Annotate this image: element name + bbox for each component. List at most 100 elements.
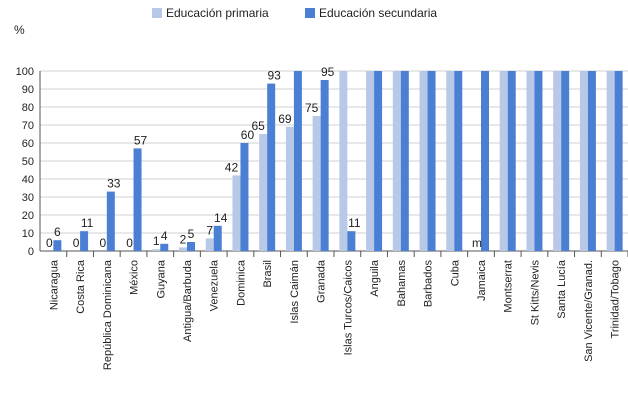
bar-secundaria [614,71,623,251]
category-label: Granada [316,259,328,303]
data-label: 42 [225,160,239,174]
category-label: Bahamas [396,260,408,307]
y-axis-ticks: 0 10 20 30 40 50 60 70 80 90 100 [16,66,34,258]
bar-secundaria [293,71,302,251]
category-label: República Dominicana [102,259,114,370]
category-label: Costa Rica [75,259,87,314]
data-label: 0 [126,236,133,250]
category-label: Brasil [262,260,274,288]
category-label: Antigua/Barbuda [182,259,194,342]
data-label: 65 [252,119,266,133]
data-label: 0 [99,236,106,250]
data-label: 4 [161,229,168,243]
data-label: 7 [206,223,213,237]
category-label: Guyana [155,259,167,298]
bar-secundaria [80,231,89,251]
bar-primaria [205,238,214,251]
bar-secundaria [561,71,570,251]
bar-secundaria [160,243,169,251]
category-label: St Kitts/Nevis [529,260,541,326]
bar-primaria [312,116,321,251]
bar-secundaria [187,242,195,251]
category-label: San Vicente/Granad. [583,260,595,362]
bar-secundaria [507,71,516,251]
bar-primaria [419,71,428,251]
y-tick-label: 0 [28,246,34,258]
y-tick-label: 60 [22,138,34,150]
data-label: 11 [348,216,361,230]
y-tick-label: 10 [22,228,34,240]
data-label: 33 [107,177,121,191]
bar-secundaria [133,148,142,251]
bar-secundaria [347,231,356,251]
bar-secundaria [374,71,383,251]
bar-secundaria [400,71,409,251]
bar-primaria [285,126,294,251]
data-label: 93 [268,69,282,83]
legend-swatch-secundaria [305,8,315,18]
bar-primaria [526,71,535,251]
bar-primaria [499,71,508,251]
bar-primaria [579,71,588,251]
data-label: 6 [54,225,61,239]
data-label: 69 [278,112,292,126]
bar-primaria [553,71,562,251]
category-label: Santa Lucía [556,259,568,319]
category-labels: Nicaragua Costa Rica República Dominicana M… [48,259,621,370]
bar-primaria [366,71,375,251]
category-label: Cuba [449,259,461,286]
y-tick-label: 20 [22,210,34,222]
category-label: Venezuela [209,259,221,311]
category-label: Barbados [423,260,435,308]
category-label: Dominica [235,259,247,306]
data-label: 95 [321,65,335,79]
category-label: México [129,260,141,295]
y-tick-label: 100 [16,66,34,78]
legend-label-primaria: Educación primaria [166,6,269,20]
data-label: 75 [305,101,319,115]
bar-secundaria [320,80,329,251]
data-label: 11 [81,216,94,230]
bar-secundaria [240,143,249,251]
y-tick-label: 90 [22,84,34,96]
category-label: Nicaragua [48,259,60,310]
legend-swatch-primaria [152,8,162,18]
bar-primaria [179,247,187,251]
y-tick-label: 50 [22,156,34,168]
data-label: 0 [46,236,53,250]
bar-primaria [152,249,161,251]
bars [53,71,623,251]
category-label: Islas Turcos/Caicos [342,260,354,356]
data-label: 57 [134,133,148,147]
bar-primaria [339,71,348,251]
bar-secundaria [534,71,543,251]
y-tick-label: 30 [22,192,34,204]
y-tick-label: 80 [22,102,34,114]
bar-secundaria [587,71,596,251]
category-label: Islas Caimán [289,260,301,324]
category-label: Jamaica [476,259,488,301]
y-axis-unit: % [14,23,25,37]
data-label: 1 [153,234,160,248]
data-label: 2 [180,232,187,246]
y-tick-label: 70 [22,120,34,132]
bar-secundaria [481,71,489,251]
bar-secundaria [454,71,463,251]
category-label: Montserrat [503,260,515,313]
x-axis [39,71,628,257]
bar-primaria [392,71,401,251]
data-label: 60 [241,128,255,142]
bar-primaria [232,175,241,251]
legend: Educación primaria Educación secundaria [152,6,437,20]
bar-secundaria [213,225,222,251]
bar-primaria [606,71,615,251]
data-label: 14 [214,211,228,225]
legend-label-secundaria: Educación secundaria [319,6,437,20]
bar-secundaria [267,83,276,251]
bar-secundaria [106,191,115,251]
bar-primaria [446,71,455,251]
bar-secundaria [427,71,436,251]
category-label: Trinidad/Tobago [610,260,622,338]
